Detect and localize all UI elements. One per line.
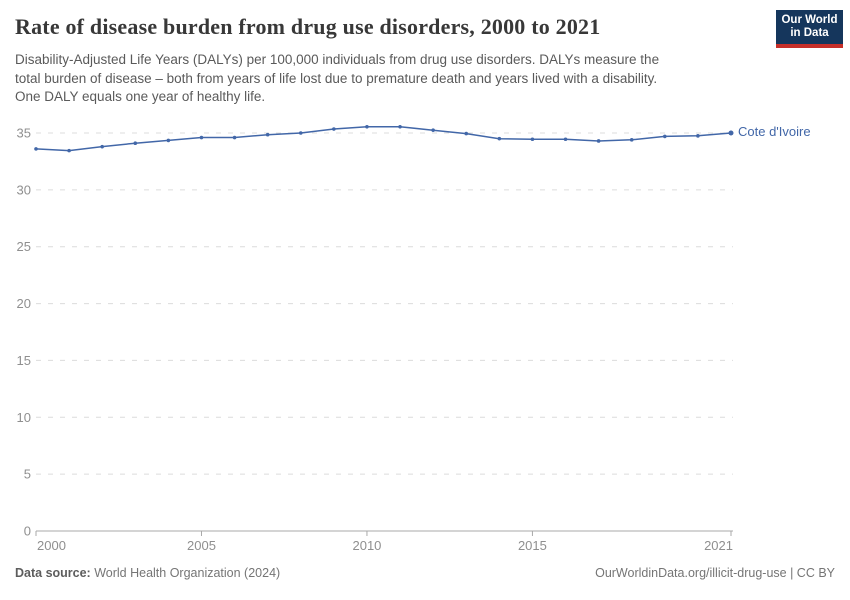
- x-axis-tick-label: 2015: [518, 538, 547, 553]
- chart-footer: Data source: World Health Organization (…: [15, 566, 835, 580]
- data-source-note: Data source: World Health Organization (…: [15, 566, 280, 580]
- y-axis-tick-label: 25: [17, 239, 31, 254]
- data-point: [596, 139, 601, 143]
- y-axis-tick-label: 35: [17, 126, 31, 141]
- owid-logo-line2: in Data: [790, 27, 829, 39]
- footer-license-link[interactable]: OurWorldinData.org/illicit-drug-use | CC…: [595, 566, 835, 580]
- x-axis-tick-label: 2000: [37, 538, 66, 553]
- y-axis-tick-label: 5: [24, 467, 31, 482]
- data-point: [67, 148, 71, 153]
- data-point: [563, 137, 568, 142]
- y-axis-tick-label: 10: [17, 410, 31, 425]
- data-point: [332, 127, 336, 131]
- chart-subtitle: Disability-Adjusted Life Years (DALYs) p…: [15, 51, 760, 107]
- data-point: [365, 124, 369, 129]
- data-point: [728, 130, 734, 136]
- y-axis-tick-label: 0: [24, 524, 31, 539]
- subtitle-line: total burden of disease – both from year…: [15, 70, 658, 86]
- x-axis-tick-label: 2021: [704, 538, 733, 553]
- y-axis-tick-label: 30: [17, 182, 31, 197]
- data-point: [431, 128, 435, 132]
- data-point: [166, 138, 171, 143]
- chart-title: Rate of disease burden from drug use dis…: [15, 14, 601, 39]
- data-point: [497, 136, 502, 141]
- data-point: [100, 144, 104, 149]
- data-source-value: World Health Organization (2024): [90, 566, 281, 580]
- entity-label-cote-divoire[interactable]: Cote d'Ivoire: [738, 124, 811, 139]
- subtitle-line: Disability-Adjusted Life Years (DALYs) p…: [15, 52, 660, 67]
- data-point: [663, 134, 667, 139]
- x-axis-tick-label: 2010: [352, 538, 381, 553]
- data-point: [232, 135, 237, 140]
- y-axis-tick-label: 15: [17, 353, 31, 368]
- data-point: [298, 131, 303, 135]
- data-point: [398, 124, 402, 129]
- data-source-label: Data source:: [15, 566, 91, 580]
- data-point: [464, 131, 469, 136]
- data-point: [199, 135, 204, 140]
- owid-logo[interactable]: Our World in Data: [776, 10, 843, 48]
- data-point: [696, 134, 700, 138]
- data-point: [530, 137, 535, 142]
- data-point: [34, 147, 38, 151]
- data-point: [133, 141, 138, 146]
- x-axis-tick-label: 2005: [187, 538, 216, 553]
- owid-logo-line1: Our World: [781, 14, 838, 26]
- data-point: [265, 132, 270, 137]
- subtitle-line: One DALY equals one year of healthy life…: [15, 89, 266, 104]
- data-point: [629, 138, 634, 142]
- y-axis-tick-label: 20: [17, 296, 31, 311]
- line-series-cote-divoire: [35, 125, 732, 152]
